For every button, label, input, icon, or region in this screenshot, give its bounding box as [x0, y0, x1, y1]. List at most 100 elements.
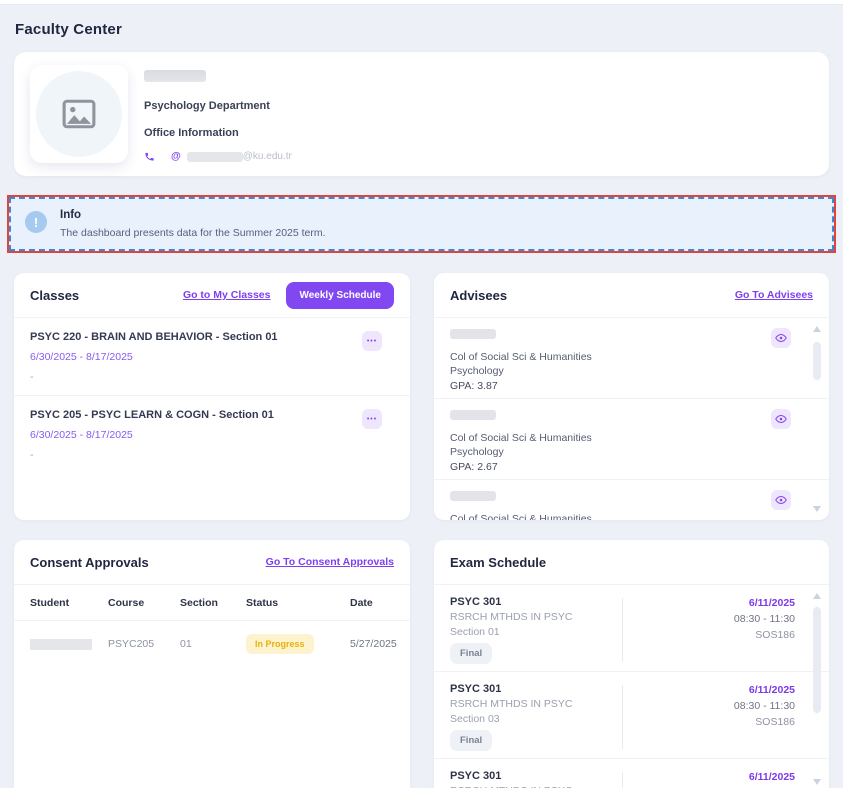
redacted-name [450, 410, 496, 420]
exam-title: Exam Schedule [450, 554, 547, 570]
exam-section: Section 03 [450, 713, 500, 725]
alert-message: The dashboard presents data for the Summ… [60, 227, 326, 239]
column-course: Course [108, 596, 145, 609]
eye-icon [775, 495, 787, 505]
avatar-circle [36, 71, 122, 157]
eye-icon [775, 414, 787, 424]
phone-icon [144, 151, 155, 162]
exam-section: Section 01 [450, 626, 500, 638]
exam-time: 08:30 - 11:30 [733, 613, 795, 625]
vertical-divider [622, 772, 623, 788]
redacted-email [186, 151, 243, 162]
advisee-program: Psychology [450, 446, 504, 458]
exam-room: SOS186 [755, 629, 795, 641]
class-item: PSYC 205 - PSYC LEARN & COGN - Section 0… [14, 395, 410, 473]
class-actions-button[interactable]: ••• [362, 331, 382, 351]
class-note: - [30, 371, 34, 383]
exam-type-badge: Final [450, 643, 493, 664]
redacted-name [450, 491, 496, 501]
class-title: PSYC 220 - BRAIN AND BEHAVIOR - Section … [30, 331, 278, 343]
advisees-body: Col of Social Sci & Humanities Psycholog… [434, 318, 829, 520]
advisees-card: Advisees Go To Advisees Col of Social Sc… [434, 273, 829, 520]
exam-schedule-card: Exam Schedule PSYC 301 RSRCH MTHDS IN PS… [434, 540, 829, 788]
advisee-college: Col of Social Sci & Humanities [450, 351, 592, 363]
exam-type-badge: Final [450, 730, 493, 751]
vertical-divider [622, 598, 623, 662]
exam-right: 6/11/2025 08:30 - 11:30 SOS186 [623, 770, 795, 788]
exam-date: 6/11/2025 [748, 597, 795, 609]
exam-time: 08:30 - 11:30 [733, 700, 795, 712]
info-alert: ! Info The dashboard presents data for t… [9, 197, 834, 251]
exam-course-name: RSRCH MTHDS IN PSYC [450, 611, 573, 623]
column-status: Status [246, 596, 279, 609]
scroll-up-icon[interactable] [813, 326, 821, 332]
scrollbar-thumb[interactable] [813, 607, 821, 713]
column-section: Section [180, 596, 218, 609]
table-row: PSYC205 01 In Progress 5/27/2025 [14, 621, 410, 667]
consent-table-body: PSYC205 01 In Progress 5/27/2025 [14, 621, 410, 667]
view-advisee-button[interactable] [771, 328, 791, 348]
scrollbar-thumb[interactable] [813, 342, 821, 380]
class-note: - [30, 449, 34, 461]
eye-icon [775, 333, 787, 343]
exam-item: PSYC 301 RSRCH MTHDS IN PSYC Section 03 … [434, 671, 829, 758]
advisee-program: Psychology [450, 365, 504, 377]
office-information-label: Office Information [144, 127, 239, 139]
profile-card: Psychology Department Office Information… [14, 52, 829, 176]
go-to-my-classes-link[interactable]: Go to My Classes [182, 289, 271, 301]
exam-course: PSYC 301 [450, 683, 502, 695]
exam-left: PSYC 301 RSRCH MTHDS IN PSYC Section 03 … [450, 683, 622, 751]
advisee-college: Col of Social Sci & Humanities [450, 432, 592, 444]
redacted-student-name [30, 638, 92, 650]
contact-row: @ @ku.edu.tr [144, 151, 292, 162]
info-alert-highlight: ! Info The dashboard presents data for t… [7, 195, 836, 253]
cell-course: PSYC205 [108, 638, 155, 650]
classes-list: PSYC 220 - BRAIN AND BEHAVIOR - Section … [14, 318, 410, 520]
exam-item: PSYC 301 RSRCH MTHDS IN PSYC Section 01 … [434, 585, 829, 671]
avatar [30, 65, 128, 163]
advisee-college: Col of Social Sci & Humanities [450, 513, 592, 520]
scroll-down-icon[interactable] [813, 779, 821, 785]
go-to-advisees-link[interactable]: Go To Advisees [734, 289, 813, 301]
view-advisee-button[interactable] [771, 490, 791, 510]
class-title: PSYC 205 - PSYC LEARN & COGN - Section 0… [30, 409, 274, 421]
weekly-schedule-button[interactable]: Weekly Schedule [286, 281, 394, 309]
advisees-title: Advisees [450, 287, 508, 303]
cell-section: 01 [180, 638, 192, 650]
view-advisee-button[interactable] [771, 409, 791, 429]
scrollbar [813, 326, 821, 512]
exam-body: PSYC 301 RSRCH MTHDS IN PSYC Section 01 … [434, 585, 829, 788]
scroll-down-icon[interactable] [813, 506, 821, 512]
exam-item: PSYC 301 RSRCH MTHDS IN PSYC Section 01 … [434, 758, 829, 788]
email-at-icon: @ [171, 151, 181, 162]
advisee-gpa: GPA: 3.87 [450, 380, 498, 392]
redacted-name [450, 329, 496, 339]
exam-right: 6/11/2025 08:30 - 11:30 SOS186 [623, 683, 795, 751]
class-dates: 6/30/2025 - 8/17/2025 [30, 429, 133, 441]
cell-date: 5/27/2025 [350, 638, 397, 650]
page-title: Faculty Center [15, 21, 122, 38]
image-placeholder-icon [62, 99, 96, 129]
redacted-name [144, 70, 206, 82]
exam-course-name: RSRCH MTHDS IN PSYC [450, 698, 573, 710]
exam-room: SOS186 [755, 716, 795, 728]
class-actions-button[interactable]: ••• [362, 409, 382, 429]
vertical-divider [622, 685, 623, 749]
exam-list: PSYC 301 RSRCH MTHDS IN PSYC Section 01 … [434, 585, 829, 788]
exam-course-name: RSRCH MTHDS IN PSYC [450, 785, 622, 788]
advisees-list: Col of Social Sci & Humanities Psycholog… [434, 318, 829, 520]
advisees-header: Advisees Go To Advisees [434, 273, 829, 318]
consent-title: Consent Approvals [30, 554, 149, 570]
exam-date: 6/11/2025 [748, 771, 795, 783]
alert-text: Info The dashboard presents data for the… [60, 208, 326, 239]
column-date: Date [350, 596, 373, 609]
go-to-consent-approvals-link[interactable]: Go To Consent Approvals [265, 556, 394, 568]
classes-header: Classes Go to My Classes Weekly Schedule [14, 273, 410, 318]
advisee-item: Col of Social Sci & Humanities Psycholog… [434, 318, 829, 398]
classes-title: Classes [30, 287, 80, 303]
column-student: Student [30, 596, 70, 609]
scroll-up-icon[interactable] [813, 593, 821, 599]
exam-course: PSYC 301 [450, 596, 502, 608]
advisee-gpa: GPA: 2.67 [450, 461, 498, 473]
